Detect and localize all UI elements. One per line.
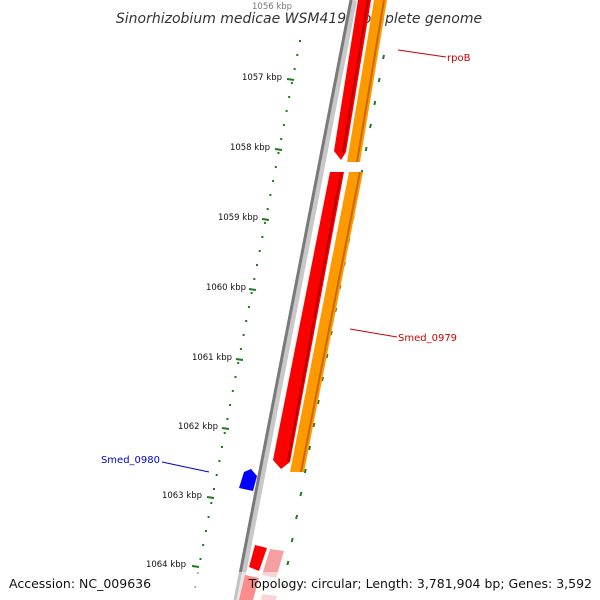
scale-dot [266, 208, 269, 210]
kbp-scale-ticks: 1057 kbp 1058 kbp 1059 kbp 1060 kbp 1061… [146, 73, 295, 570]
scale-dot [280, 138, 283, 140]
scale-dot [215, 474, 218, 476]
accession-text: Accession: NC_009636 [9, 576, 152, 591]
tick-1058-label: 1058 kbp [230, 143, 270, 153]
tick-1061-mark [235, 358, 244, 361]
top-label-bg [248, 0, 300, 7]
tick-1062-mark [221, 427, 230, 430]
tick-1062-label: 1062 kbp [178, 422, 218, 432]
label-Smed_0980[interactable]: Smed_0980 [101, 455, 160, 466]
label-Smed_0979[interactable]: Smed_0979 [398, 333, 457, 344]
scale-dot [239, 348, 242, 350]
inner-scale-dash [299, 491, 303, 497]
scale-dot [282, 124, 285, 126]
cds-Smed_0979-red-shade [287, 172, 342, 462]
orf-rpoB-orange-shade [356, 0, 385, 163]
tick-1059-label: 1059 kbp [218, 213, 258, 223]
scale-dot [204, 530, 207, 532]
cds-rpoB-red-shade [342, 0, 369, 154]
inner-scale-dash [308, 445, 312, 451]
cds-Smed_0979-red[interactable] [273, 172, 344, 469]
cds-pink-bottom-1[interactable] [262, 549, 284, 578]
tick-1060-label: 1060 kbp [206, 283, 246, 293]
label-Smed_0980-leader [161, 461, 210, 473]
scale-dot [288, 96, 291, 98]
inner-scale-dash [303, 468, 307, 474]
inner-scale-dash [295, 514, 299, 520]
label-rpoB-leader [397, 49, 447, 58]
genome-backbone [233, 0, 353, 600]
scale-dot [242, 334, 245, 336]
scale-dot [293, 68, 296, 70]
scale-dot [274, 166, 277, 168]
scale-dot [231, 390, 234, 392]
tick-1058-mark [274, 148, 283, 151]
scale-dot [210, 502, 213, 504]
scale-dot [290, 82, 293, 84]
scale-dot [296, 54, 299, 56]
inner-scale-dash [286, 560, 290, 566]
tick-1060-mark [248, 288, 257, 291]
inner-scale-dash [382, 54, 385, 60]
tick-1063-mark [206, 496, 215, 499]
scale-dot [285, 110, 288, 112]
scale-dot [272, 180, 275, 182]
tick-1061-label: 1061 kbp [192, 353, 232, 363]
label-Smed_0979-leader [349, 328, 398, 338]
scale-dot [247, 306, 250, 308]
scale-dot [250, 292, 253, 294]
scale-dot [207, 516, 210, 518]
scale-dot [299, 40, 301, 42]
scale-dot [229, 404, 232, 406]
gene-Smed_0980-blue[interactable] [239, 469, 257, 491]
inner-scale-dash [364, 146, 368, 152]
scale-dot [218, 460, 221, 462]
scale-dot [202, 544, 205, 546]
inner-scale-dash [369, 123, 372, 129]
cds-red-bottom-1[interactable] [249, 545, 267, 571]
scale-dot [253, 278, 256, 280]
scale-dot [221, 446, 223, 448]
tick-1064-mark [191, 565, 200, 568]
tick-1057-label: 1057 kbp [242, 73, 282, 83]
scale-dot [213, 488, 215, 490]
footer-backdrop [0, 572, 600, 600]
inner-scale-dash [373, 100, 377, 106]
scale-dot [223, 432, 226, 434]
tick-1059-mark [261, 218, 270, 221]
map-title: Sinorhizobium medicae WSM419, complete g… [116, 11, 482, 27]
scale-dot [261, 236, 264, 238]
tick-1057-mark [286, 78, 295, 81]
scale-dot [245, 320, 248, 322]
label-rpoB[interactable]: rpoB [447, 53, 471, 64]
scale-dot [237, 362, 240, 364]
tick-1063-label: 1063 kbp [162, 491, 202, 501]
scale-dot [258, 250, 261, 252]
scale-dot [269, 194, 272, 196]
tick-1064-label: 1064 kbp [146, 560, 186, 570]
topology-text: Topology: circular; Length: 3,781,904 bp… [248, 576, 592, 591]
scale-dot [226, 418, 229, 420]
scale-dot [234, 376, 237, 378]
inner-scale-dash [316, 399, 320, 405]
inner-scale-dash [377, 77, 381, 83]
inner-scale-dash [325, 353, 329, 359]
inner-scale-dash [290, 537, 294, 543]
scale-dot [277, 152, 280, 154]
scale-dot [199, 558, 202, 560]
genome-backbone-shadow [235, 0, 357, 600]
scale-dot [264, 222, 267, 224]
orf-Smed_0979-orange-shade [300, 171, 361, 473]
inner-scale-dash [312, 422, 316, 428]
tick-1056-label: 1056 kbp [252, 2, 292, 12]
scale-dot [256, 264, 258, 266]
inner-scale-dash [321, 376, 325, 382]
